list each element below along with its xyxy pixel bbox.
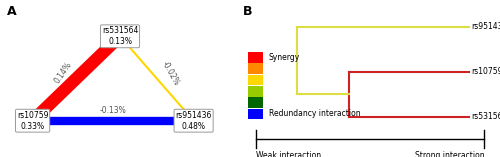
Text: rs10759
0.33%: rs10759 0.33% [17, 111, 48, 131]
Text: Redundancy interaction: Redundancy interaction [268, 109, 360, 118]
Text: rs951436
0.48%: rs951436 0.48% [176, 111, 212, 131]
Bar [248, 86, 264, 97]
Text: -0.02%: -0.02% [160, 59, 182, 87]
Bar [248, 75, 264, 85]
Text: 0.14%: 0.14% [52, 60, 74, 85]
Bar [248, 52, 264, 63]
Text: rs10759: rs10759 [472, 67, 500, 76]
Text: A: A [8, 5, 17, 18]
Text: Synergy: Synergy [268, 53, 300, 62]
Bar [248, 63, 264, 74]
Text: B: B [242, 5, 252, 18]
Text: Weak interaction: Weak interaction [256, 151, 320, 157]
Text: rs531564: rs531564 [472, 112, 500, 121]
Bar [248, 97, 264, 108]
Text: Strong interaction: Strong interaction [415, 151, 484, 157]
Text: rs951436: rs951436 [472, 22, 500, 31]
Bar [248, 109, 264, 119]
Text: -0.13%: -0.13% [100, 106, 126, 115]
Text: rs531564
0.13%: rs531564 0.13% [102, 26, 138, 46]
